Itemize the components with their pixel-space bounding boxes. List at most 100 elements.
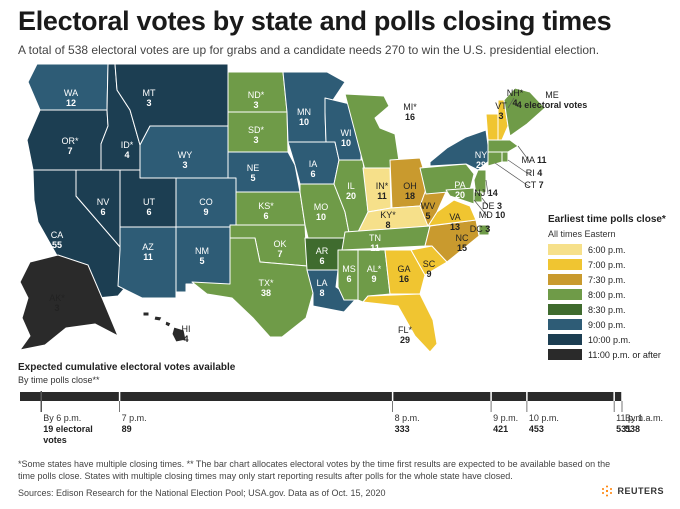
state-label-ma: MA 11 xyxy=(521,155,546,165)
state-abbr-mt: MT xyxy=(143,88,156,98)
state-votes-hi: 4 xyxy=(183,334,188,344)
state-votes-ca: 55 xyxy=(52,240,62,250)
legend-label: 8:30 p.m. xyxy=(588,304,626,315)
state-votes-co: 9 xyxy=(203,207,208,217)
bar-tick-label: By 1 a.m. 538 xyxy=(625,413,663,435)
leader-RI xyxy=(507,159,531,176)
state-MD xyxy=(445,187,475,205)
state-abbr-mn: MN xyxy=(297,107,311,117)
legend-swatch xyxy=(548,304,582,315)
state-abbr-oh: OH xyxy=(403,181,417,191)
state-abbr-nm: NM xyxy=(195,246,209,256)
bar-tick-label: 7 p.m. 89 xyxy=(122,413,147,435)
state-abbr-ms: MS xyxy=(342,264,356,274)
legend: Earliest time polls close* All times Eas… xyxy=(548,214,673,362)
state-votes-mn: 10 xyxy=(299,117,309,127)
state-votes-nd: 3 xyxy=(253,100,258,110)
state-abbr-mo: MO xyxy=(314,202,329,212)
legend-swatch xyxy=(548,349,582,360)
state-abbr-vt: VT xyxy=(495,101,507,111)
legend-label: 6:00 p.m. xyxy=(588,244,626,255)
state-abbr-sc: SC xyxy=(423,259,436,269)
legend-item: 9:00 p.m. xyxy=(548,317,673,332)
state-abbr-nh: NH* xyxy=(507,88,524,98)
leader-MA xyxy=(517,145,531,163)
legend-item: 11:00 p.m. or after xyxy=(548,347,673,362)
state-AK xyxy=(19,254,119,351)
bar-tick-time: 11 p.m. xyxy=(616,413,646,423)
state-label-de: DE 3 xyxy=(482,201,502,211)
state-votes-la: 8 xyxy=(319,288,324,298)
bar-tick-label: 10 p.m. 453 xyxy=(529,413,559,435)
bar-tick-time: 8 p.m. xyxy=(394,413,420,423)
state-votes-nc: 15 xyxy=(457,243,467,253)
state-abbr-ne: NE xyxy=(247,163,260,173)
legend-item: 8:00 p.m. xyxy=(548,287,673,302)
state-votes-ks: 6 xyxy=(263,211,268,221)
state-abbr-wi: WI xyxy=(341,128,352,138)
state-votes-wv: 5 xyxy=(425,211,430,221)
footnote: *Some states have multiple closing times… xyxy=(18,459,611,481)
reuters-logo: REUTERS xyxy=(601,485,664,497)
bar-tick-time: 9 p.m. xyxy=(493,413,519,423)
state-abbr-ia: IA xyxy=(309,159,318,169)
state-votes-ny: 29 xyxy=(476,160,486,170)
state-TX xyxy=(191,237,314,338)
legend-swatch xyxy=(548,274,582,285)
legend-swatch xyxy=(548,244,582,255)
legend-swatch xyxy=(548,319,582,330)
legend-item: 8:30 p.m. xyxy=(548,302,673,317)
state-abbr-ca: CA xyxy=(51,230,64,240)
reuters-dots-icon xyxy=(602,485,613,497)
state-label-ct: CT 7 xyxy=(524,180,543,190)
state-votes-mo: 10 xyxy=(316,212,326,222)
state-abbr-hi: HI xyxy=(182,324,191,334)
state-FL xyxy=(362,293,438,353)
state-votes-ut: 6 xyxy=(146,207,151,217)
state-abbr-ok: OK xyxy=(273,239,286,249)
state-label-nj: NJ 14 xyxy=(474,188,498,198)
state-abbr-ak: AK* xyxy=(49,293,65,303)
state-votes-vt: 3 xyxy=(498,111,503,121)
chart-title: Electoral votes by state and polls closi… xyxy=(18,6,612,36)
legend-title: Earliest time polls close* xyxy=(548,214,666,225)
state-abbr-az: AZ xyxy=(142,242,154,252)
state-abbr-tn: TN xyxy=(369,233,381,243)
state-MA xyxy=(487,139,519,153)
legend-label: 10:00 p.m. xyxy=(588,334,631,345)
legend-label: 8:00 p.m. xyxy=(588,289,626,300)
leader-CT xyxy=(494,162,531,188)
source-note: Sources: Edison Research for the Nationa… xyxy=(18,488,386,498)
state-votes-id: 4 xyxy=(124,150,129,160)
state-ME xyxy=(503,87,546,137)
state-abbr-va: VA xyxy=(449,212,460,222)
state-votes-wy: 3 xyxy=(182,160,187,170)
bar-tick-time: By 1 a.m. xyxy=(625,413,664,423)
bar-tick-value: 421 xyxy=(493,424,509,434)
bar-tick-time: 7 p.m. xyxy=(121,413,147,423)
state-abbr-pa: PA xyxy=(454,180,465,190)
state-HI xyxy=(142,311,187,343)
state-votes-nv: 6 xyxy=(100,207,105,217)
state-GA xyxy=(384,249,426,295)
state-abbr-or: OR* xyxy=(61,136,79,146)
state-abbr-sd: SD* xyxy=(248,125,265,135)
bar-tick-value: 538 xyxy=(625,424,641,434)
state-abbr-ut: UT xyxy=(143,197,155,207)
state-MS xyxy=(337,249,359,301)
state-abbr-la: LA xyxy=(316,278,327,288)
state-abbr-me: ME xyxy=(545,90,559,100)
state-abbr-mi: MI* xyxy=(403,102,417,112)
state-abbr-id: ID* xyxy=(121,140,134,150)
state-votes-ak: 3 xyxy=(54,303,59,313)
legend-subtitle: All times Eastern xyxy=(548,229,616,239)
chart-subtitle: A total of 538 electoral votes are up fo… xyxy=(18,43,600,57)
state-votes-sd: 3 xyxy=(253,135,258,145)
state-votes-me: 4 electoral votes xyxy=(517,100,588,110)
state-abbr-ky: KY* xyxy=(380,210,396,220)
state-votes-ne: 5 xyxy=(250,173,255,183)
legend-label: 7:30 p.m. xyxy=(588,274,626,285)
brand-name: REUTERS xyxy=(617,486,664,496)
state-CT xyxy=(487,151,503,167)
state-abbr-il: IL xyxy=(347,181,355,191)
